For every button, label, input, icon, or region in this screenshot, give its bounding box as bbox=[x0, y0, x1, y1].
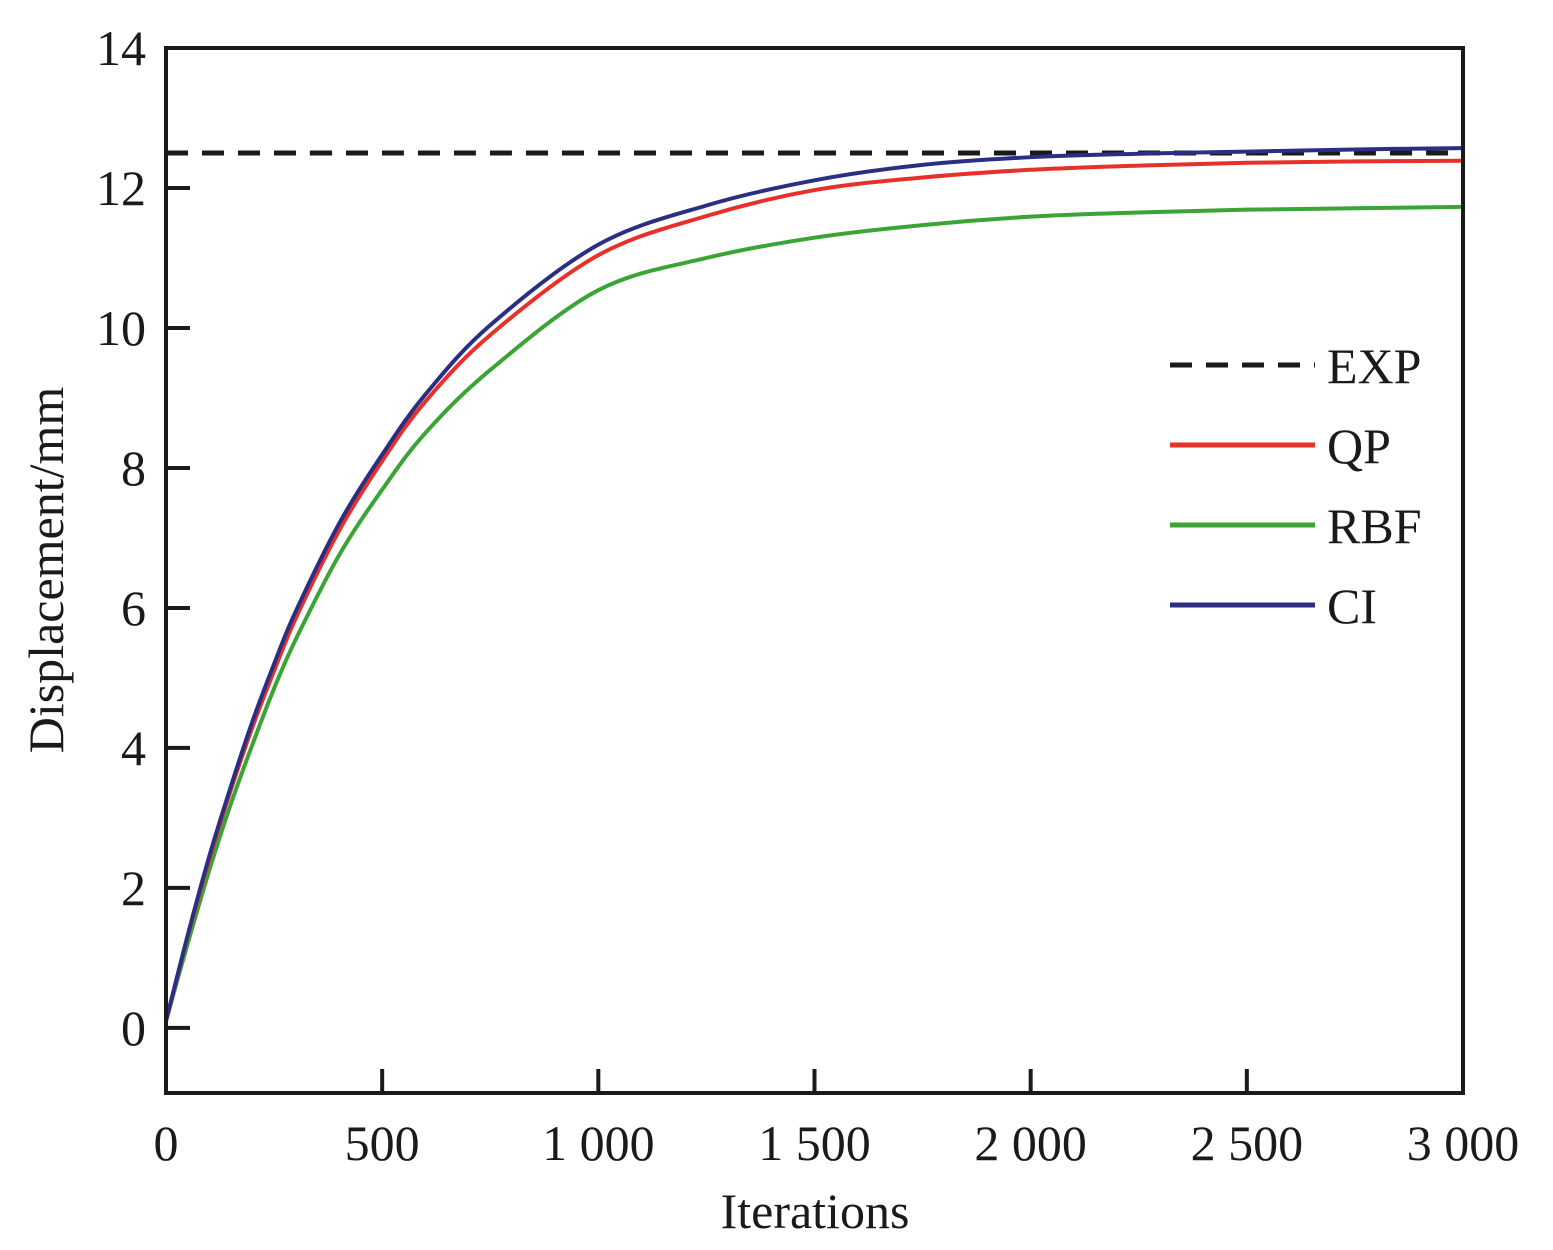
y-tick-label: 0 bbox=[121, 1000, 146, 1056]
y-tick-label: 4 bbox=[121, 720, 146, 776]
x-tick-label: 0 bbox=[154, 1115, 179, 1171]
y-tick-label: 12 bbox=[96, 160, 146, 216]
series-line-ci bbox=[164, 146, 1464, 1022]
legend-label-ci: CI bbox=[1327, 578, 1377, 634]
legend-label-exp: EXP bbox=[1327, 338, 1421, 394]
legend-label-qp: QP bbox=[1327, 418, 1391, 474]
y-tick-label: 14 bbox=[96, 20, 146, 76]
y-axis-label: Displacement/mm bbox=[18, 387, 74, 754]
y-axis: 0 2 4 6 8 10 12 14 bbox=[96, 20, 190, 1056]
x-tick-label: 500 bbox=[345, 1115, 420, 1171]
x-tick-label: 3 000 bbox=[1407, 1115, 1520, 1171]
plot-area bbox=[164, 146, 1464, 1022]
x-tick-label: 2 000 bbox=[974, 1115, 1087, 1171]
y-tick-label: 8 bbox=[121, 440, 146, 496]
y-tick-label: 2 bbox=[121, 860, 146, 916]
x-tick-label: 1 000 bbox=[542, 1115, 655, 1171]
legend-label-rbf: RBF bbox=[1327, 498, 1422, 554]
plot-frame bbox=[164, 46, 1465, 1095]
series-line-rbf bbox=[164, 204, 1464, 1022]
x-tick-label: 1 500 bbox=[758, 1115, 871, 1171]
series-line-qp bbox=[164, 158, 1464, 1022]
y-tick-label: 10 bbox=[96, 300, 146, 356]
legend: EXP QP RBF CI bbox=[1170, 338, 1422, 634]
x-axis: 0 500 1 000 1 500 2 000 2 500 3 000 bbox=[154, 1069, 1520, 1171]
x-tick-label: 2 500 bbox=[1191, 1115, 1304, 1171]
x-axis-label: Iterations bbox=[721, 1183, 910, 1239]
y-tick-label: 6 bbox=[121, 580, 146, 636]
